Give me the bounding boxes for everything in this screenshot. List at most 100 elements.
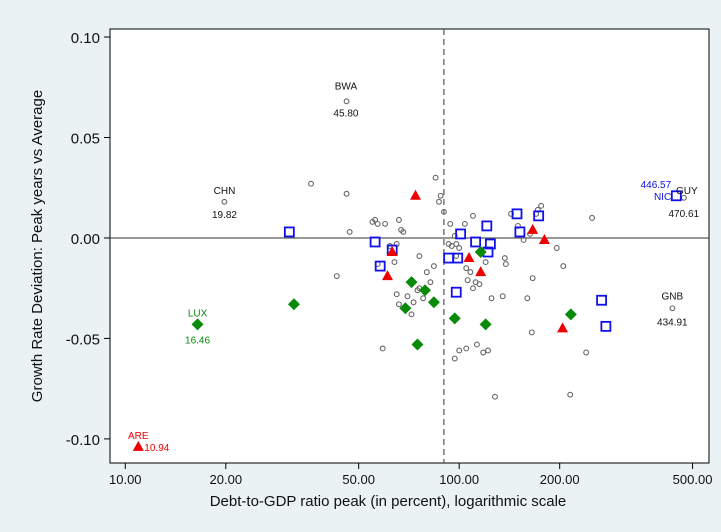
circle-point: [464, 277, 471, 284]
circle-point: [463, 345, 470, 352]
triangle-point: [386, 246, 398, 257]
circle-point: [451, 233, 458, 239]
triangle-point: [527, 223, 539, 234]
diamond-point: [474, 246, 487, 259]
circle-point: [476, 281, 483, 288]
diamond-point: [448, 312, 461, 325]
diamond-point: [411, 338, 424, 351]
circle-point: [408, 311, 415, 318]
annotation-value-label: 434.91: [657, 317, 688, 328]
triangle-point: [382, 270, 394, 281]
circle-point: [451, 355, 458, 362]
square-point: [452, 252, 464, 264]
circle-point: [463, 265, 470, 272]
x-tick-label: 500.00: [673, 472, 713, 487]
annotation-value-label: 19.82: [212, 210, 237, 221]
annotation-code-label: ARE: [128, 431, 149, 442]
circle-point: [669, 305, 676, 312]
circle-point: [308, 180, 314, 187]
circle-point: [416, 253, 423, 259]
circle-point: [393, 291, 400, 298]
x-axis-label: Debt-to-GDP ratio peak (in percent), log…: [210, 493, 567, 510]
triangle-point: [132, 440, 144, 451]
annotation-code-label: BWA: [335, 81, 358, 92]
circle-point: [453, 241, 460, 247]
circle-point: [410, 299, 417, 306]
circle-point: [379, 345, 386, 352]
x-tick-label: 10.00: [109, 472, 142, 487]
annotation-code-label: GUY: [676, 186, 698, 197]
diamond-point: [405, 276, 418, 289]
circle-point: [391, 259, 398, 266]
circle-point: [372, 216, 379, 223]
circle-point: [528, 329, 535, 336]
data-points: [132, 98, 687, 451]
circle-point: [346, 228, 353, 235]
circle-point: [374, 220, 381, 227]
circle-point: [420, 295, 427, 302]
y-tick-label: 0.05: [71, 131, 100, 148]
axes: 0.10 0.05 0.00 -0.05 -0.10 10.00 20.00 50.00 100…: [66, 30, 713, 487]
annotation-code-label: GNB: [662, 291, 684, 302]
triangle-point: [557, 322, 569, 333]
plot-area: [109, 28, 710, 464]
triangle-point: [410, 189, 422, 200]
square-point: [455, 228, 467, 240]
circle-point: [520, 237, 527, 243]
circle-point: [343, 98, 350, 105]
circle-point: [553, 245, 560, 251]
circle-point: [485, 347, 491, 354]
square-point: [670, 190, 682, 202]
circle-point: [423, 269, 430, 276]
y-tick-label: 0.10: [71, 30, 100, 47]
annotation-value-label: 45.80: [333, 108, 358, 119]
circle-point: [437, 192, 444, 199]
diamond-point: [191, 318, 204, 331]
circle-point: [447, 220, 454, 227]
circle-point: [427, 279, 434, 286]
circle-point: [560, 263, 567, 270]
y-axis-label: Growth Rate Deviation: Peak years vs Ave…: [29, 90, 46, 402]
circle-point: [343, 190, 350, 197]
square-point: [369, 236, 381, 248]
square-point: [481, 220, 493, 232]
circle-point: [456, 347, 463, 354]
diamond-point: [427, 296, 440, 309]
diamond-point: [479, 318, 492, 331]
circle-point: [538, 202, 545, 209]
annotation-value-label: 446.57: [641, 180, 672, 191]
annotation-value-label: 470.61: [668, 209, 699, 220]
circle-point: [395, 216, 402, 223]
triangle-point: [538, 233, 550, 244]
circle-point: [583, 349, 590, 356]
circle-point: [502, 261, 509, 268]
circle-point: [529, 275, 536, 282]
diamond-point: [399, 302, 412, 315]
circle-point: [436, 198, 442, 205]
square-point: [511, 208, 523, 220]
square-point: [283, 226, 295, 238]
circle-point: [492, 393, 498, 400]
square-point: [450, 286, 462, 298]
circle-point: [432, 174, 439, 181]
annotation-code-label: LUX: [188, 308, 208, 319]
circle-point: [395, 301, 402, 308]
x-tick-label: 200.00: [540, 472, 580, 487]
diamond-point: [564, 308, 577, 321]
annotation-code-label: CHN: [214, 186, 236, 197]
circle-point: [567, 391, 574, 398]
circle-point: [467, 269, 474, 276]
square-point: [514, 226, 526, 238]
square-point: [533, 210, 545, 222]
circle-point: [404, 293, 411, 300]
circle-point: [440, 208, 447, 215]
square-point: [484, 238, 496, 250]
circle-point: [473, 341, 480, 348]
annotation-value-label: 16.46: [185, 335, 210, 346]
triangle-point: [475, 266, 487, 277]
circle-point: [470, 285, 476, 292]
annotation-code-label: NIC: [654, 192, 671, 203]
